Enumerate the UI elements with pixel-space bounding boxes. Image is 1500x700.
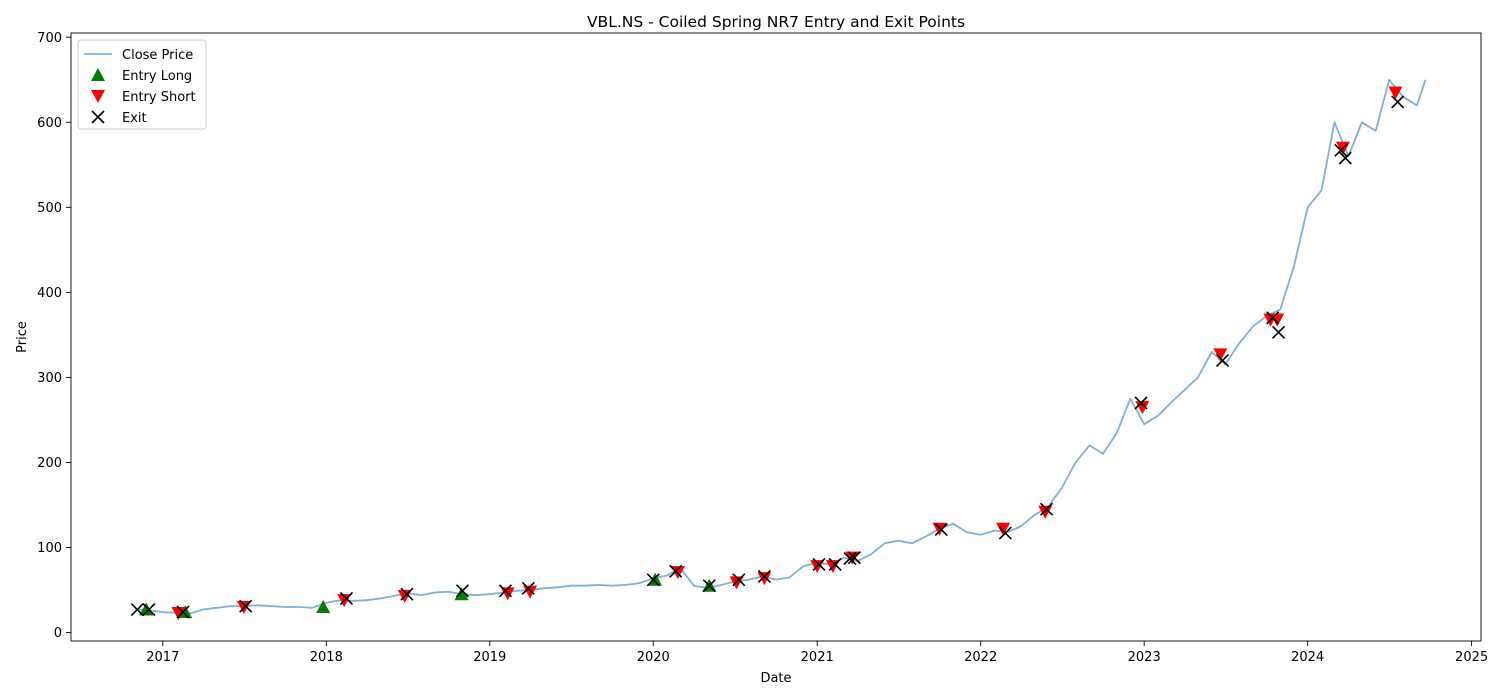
exit-marker (1266, 311, 1280, 325)
x-tick-label: 2019 (473, 650, 506, 665)
x-tick-label: 2017 (146, 650, 179, 665)
marker-layer (130, 86, 1405, 620)
x-tick-label: 2025 (1455, 650, 1488, 665)
plot-area (71, 33, 1481, 641)
x-tick-label: 2021 (801, 650, 834, 665)
exit-marker (646, 573, 660, 587)
exit-marker (702, 579, 716, 593)
chart-title: VBL.NS - Coiled Spring NR7 Entry and Exi… (587, 13, 965, 31)
legend-exit-label: Exit (122, 111, 147, 126)
close-price-line (135, 78, 1427, 615)
exit-marker (1039, 502, 1054, 516)
legend-entry-long-swatch (91, 68, 105, 81)
entry-long-marker (139, 602, 154, 616)
exit-marker (828, 557, 842, 572)
legend-close-price-label: Close Price (122, 48, 193, 63)
plot-frame (70, 32, 1482, 642)
x-tick-label: 2018 (310, 650, 343, 665)
legend-entry-long-label: Entry Long (122, 69, 192, 84)
x-tick-label: 2024 (1291, 650, 1324, 665)
exit-marker (934, 523, 948, 537)
y-axis: 0 100 200 300 400 500 600 700 (37, 31, 71, 641)
y-tick-label: 700 (37, 31, 62, 46)
y-axis-label: Price (15, 321, 30, 353)
exit-marker (1391, 95, 1405, 109)
entry-short-marker (1038, 505, 1053, 519)
y-tick-label: 400 (37, 286, 62, 301)
exit-marker (239, 599, 253, 613)
exit-marker (176, 605, 190, 619)
x-axis-label: Date (760, 671, 791, 686)
exit-marker (1215, 353, 1230, 367)
x-tick-label: 2023 (1128, 650, 1161, 665)
x-axis: 2017 2018 2019 2020 2021 2022 2023 2024 2025 (146, 641, 1488, 665)
entry-long-marker (178, 605, 193, 619)
entry-short-marker (845, 551, 860, 565)
legend-exit-swatch (91, 110, 105, 124)
series-layer (135, 78, 1427, 615)
x-tick-label: 2020 (637, 650, 670, 665)
entry-short-marker (757, 572, 772, 586)
legend-entry-short-swatch (91, 90, 105, 103)
exit-marker (1338, 151, 1352, 165)
exit-marker (400, 587, 414, 601)
entry-short-marker (1388, 86, 1403, 100)
exit-marker (812, 557, 826, 572)
exit-marker (339, 591, 354, 606)
exit-marker (757, 569, 771, 583)
x-tick-label: 2022 (964, 650, 997, 665)
exit-marker (732, 573, 746, 587)
entry-short-marker (1213, 348, 1228, 362)
y-tick-label: 200 (37, 456, 62, 471)
entry-long-marker (316, 599, 331, 613)
exit-marker (142, 602, 156, 617)
exit-marker (1271, 325, 1286, 339)
y-tick-label: 500 (37, 201, 62, 216)
exit-marker (998, 526, 1012, 540)
exit-marker (521, 581, 535, 595)
entry-short-marker (996, 522, 1011, 536)
exit-marker (1334, 143, 1348, 157)
y-tick-label: 600 (37, 116, 62, 131)
exit-marker (455, 584, 470, 598)
exit-marker (130, 602, 144, 617)
y-tick-label: 0 (54, 626, 62, 641)
y-tick-label: 300 (37, 371, 62, 386)
legend-box (77, 39, 207, 130)
y-tick-label: 100 (37, 541, 62, 556)
exit-marker (847, 551, 861, 565)
legend: Close Price Entry Long Entry Short Exit (77, 39, 207, 130)
exit-marker (843, 551, 857, 566)
exit-marker (669, 564, 683, 578)
legend-entry-short-label: Entry Short (122, 90, 196, 105)
entry-long-marker (454, 587, 469, 601)
exit-marker (498, 584, 513, 598)
exit-marker (1134, 396, 1148, 410)
entry-short-marker (932, 522, 947, 536)
